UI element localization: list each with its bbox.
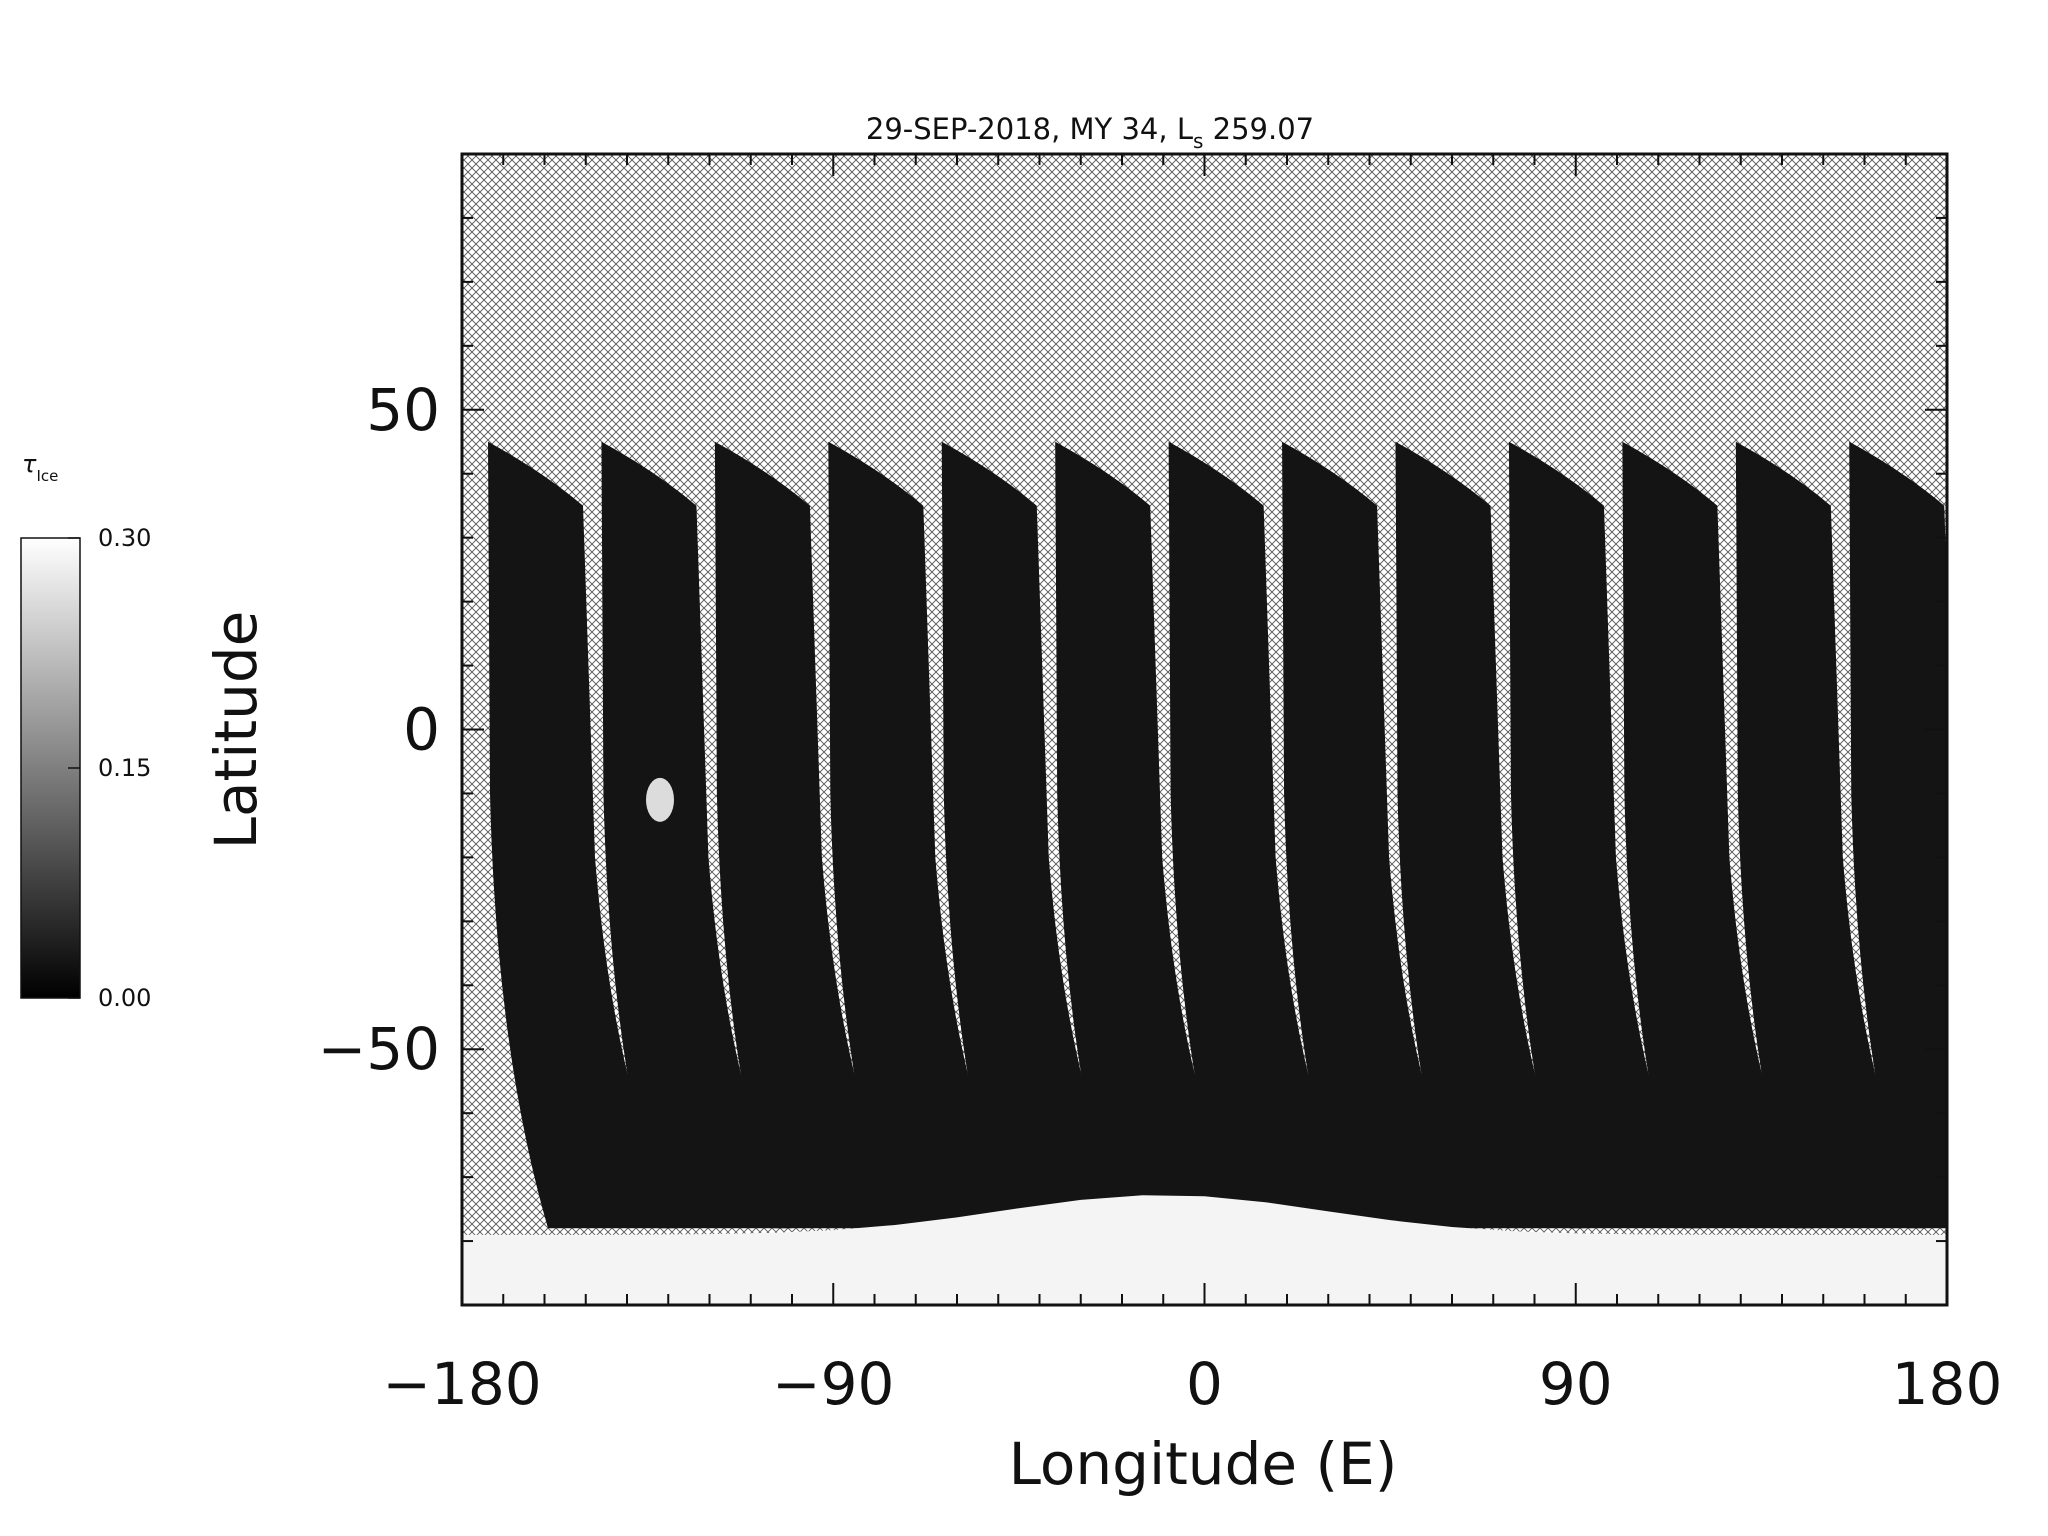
x-tick-label: −90 bbox=[772, 1350, 894, 1418]
polar-cap-region bbox=[462, 1195, 1947, 1305]
swath-strip bbox=[1282, 441, 1473, 1229]
chart-title-suffix: 259.07 bbox=[1203, 112, 1314, 146]
plot-area bbox=[460, 152, 1949, 1307]
bright-cloud-feature bbox=[646, 777, 674, 822]
x-tick-label: −180 bbox=[382, 1350, 541, 1418]
y-tick-label: 50 bbox=[366, 376, 440, 444]
swath-strip bbox=[1055, 441, 1246, 1229]
x-tick-labels: −180 −90 0 90 180 bbox=[382, 1350, 2002, 1418]
colorbar-tick-label: 0.00 bbox=[98, 984, 151, 1012]
x-tick-label: 90 bbox=[1539, 1350, 1613, 1418]
colorbar-tick-label: 0.15 bbox=[98, 754, 151, 782]
swath-strip bbox=[488, 441, 678, 1229]
colorbar-label-symbol: τ bbox=[22, 450, 37, 478]
colorbar-ticks: 0.00 0.15 0.30 bbox=[68, 524, 151, 1012]
swath-strip bbox=[1168, 441, 1359, 1229]
chart-title: 29-SEP-2018, MY 34, Ls 259.07 bbox=[866, 112, 1314, 153]
x-tick-label: 180 bbox=[1892, 1350, 2003, 1418]
tick-layer bbox=[462, 154, 1947, 1305]
swath-strip bbox=[601, 441, 792, 1229]
swath-layer bbox=[488, 441, 1947, 1229]
swath-strip bbox=[1508, 441, 1699, 1229]
swath-strip bbox=[1849, 441, 1947, 1229]
x-axis-label: Longitude (E) bbox=[1009, 1430, 1398, 1498]
colorbar: τIce 0.00 0.15 0.30 bbox=[20, 450, 151, 1012]
swath-strip bbox=[941, 441, 1132, 1229]
y-tick-label: −50 bbox=[318, 1015, 440, 1083]
y-tick-label: 0 bbox=[403, 696, 440, 764]
chart-title-subscript: s bbox=[1193, 129, 1203, 153]
y-axis-label: Latitude bbox=[202, 611, 270, 850]
colorbar-tick-label: 0.30 bbox=[98, 524, 151, 552]
swath-strip bbox=[1395, 441, 1586, 1229]
swath-strip bbox=[1622, 441, 1813, 1229]
colorbar-label: τIce bbox=[22, 450, 58, 485]
x-tick-label: 0 bbox=[1186, 1350, 1223, 1418]
swath-strip bbox=[714, 441, 905, 1229]
swath-strip bbox=[1735, 441, 1926, 1229]
colorbar-label-subscript: Ice bbox=[36, 467, 58, 485]
swath-strip bbox=[828, 441, 1019, 1229]
y-tick-labels: −50 0 50 bbox=[318, 376, 440, 1083]
chart-title-main: 29-SEP-2018, MY 34, L bbox=[866, 112, 1193, 146]
feature-layer bbox=[462, 777, 1947, 1305]
